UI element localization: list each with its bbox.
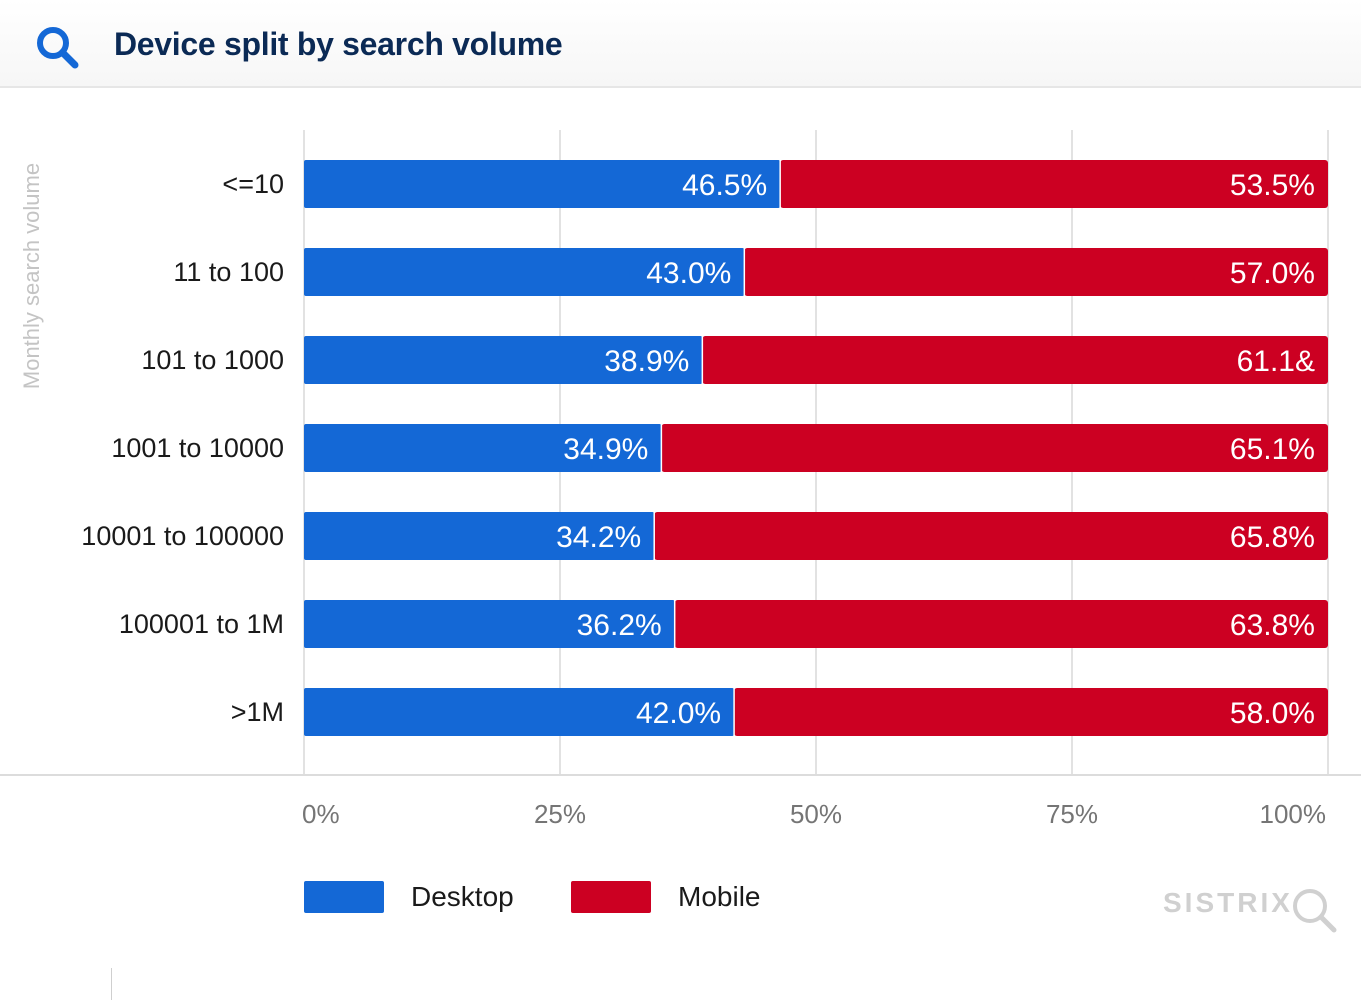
data-label-mobile: 65.1% bbox=[1230, 433, 1315, 466]
y-category-label: 100001 to 1M bbox=[119, 609, 284, 639]
y-category-label: <=10 bbox=[222, 169, 284, 199]
data-label-desktop: 42.0% bbox=[636, 697, 721, 730]
data-label-mobile: 61.1& bbox=[1237, 345, 1315, 378]
data-label-desktop: 38.9% bbox=[604, 345, 689, 378]
brand-logo-text: SISTRIX bbox=[1163, 887, 1293, 918]
bar-segment-desktop bbox=[304, 512, 655, 560]
legend-swatch-desktop bbox=[304, 881, 384, 913]
data-label-mobile: 65.8% bbox=[1230, 521, 1315, 554]
bar-segment-mobile bbox=[654, 512, 1328, 560]
chart-header: Device split by search volume bbox=[0, 0, 1361, 88]
x-tick-label: 50% bbox=[790, 799, 842, 829]
x-tick-label: 75% bbox=[1046, 799, 1098, 829]
y-category-label: 11 to 100 bbox=[173, 257, 284, 287]
data-label-mobile: 53.5% bbox=[1230, 169, 1315, 202]
bar-segment-desktop bbox=[304, 160, 781, 208]
bar-segment-mobile bbox=[674, 600, 1328, 648]
bar-segment-mobile bbox=[734, 688, 1328, 736]
y-category-label: 101 to 1000 bbox=[141, 345, 284, 375]
x-tick-label: 25% bbox=[534, 799, 586, 829]
bar-segment-mobile bbox=[744, 248, 1328, 296]
bar-segment-desktop bbox=[304, 248, 745, 296]
data-label-desktop: 34.9% bbox=[563, 433, 648, 466]
legend-label-mobile: Mobile bbox=[678, 881, 761, 912]
data-label-desktop: 43.0% bbox=[646, 257, 731, 290]
y-axis-title: Monthly search volume bbox=[19, 163, 44, 389]
bar-segment-desktop bbox=[304, 336, 703, 384]
y-category-label: 1001 to 10000 bbox=[111, 433, 284, 463]
bottom-divider bbox=[111, 968, 112, 1000]
data-label-mobile: 57.0% bbox=[1230, 257, 1315, 290]
legend-label-desktop: Desktop bbox=[411, 881, 514, 912]
data-label-desktop: 34.2% bbox=[556, 521, 641, 554]
legend-swatch-mobile bbox=[571, 881, 651, 913]
bar-segment-mobile bbox=[661, 424, 1328, 472]
bar-segment-mobile bbox=[702, 336, 1328, 384]
x-tick-label: 0% bbox=[302, 799, 340, 829]
bar-segment-desktop bbox=[304, 424, 662, 472]
bar-segment-desktop bbox=[304, 688, 735, 736]
bar-segment-mobile bbox=[780, 160, 1328, 208]
data-label-desktop: 36.2% bbox=[577, 609, 662, 642]
data-label-desktop: 46.5% bbox=[682, 169, 767, 202]
x-tick-label: 100% bbox=[1260, 799, 1327, 829]
search-icon bbox=[37, 27, 79, 69]
bar-segment-desktop bbox=[304, 600, 675, 648]
magnifier-icon bbox=[1293, 889, 1337, 933]
chart-title: Device split by search volume bbox=[114, 26, 563, 62]
data-label-mobile: 63.8% bbox=[1230, 609, 1315, 642]
data-label-mobile: 58.0% bbox=[1230, 697, 1315, 730]
y-category-label: 10001 to 100000 bbox=[81, 521, 284, 551]
y-category-label: >1M bbox=[231, 697, 284, 727]
